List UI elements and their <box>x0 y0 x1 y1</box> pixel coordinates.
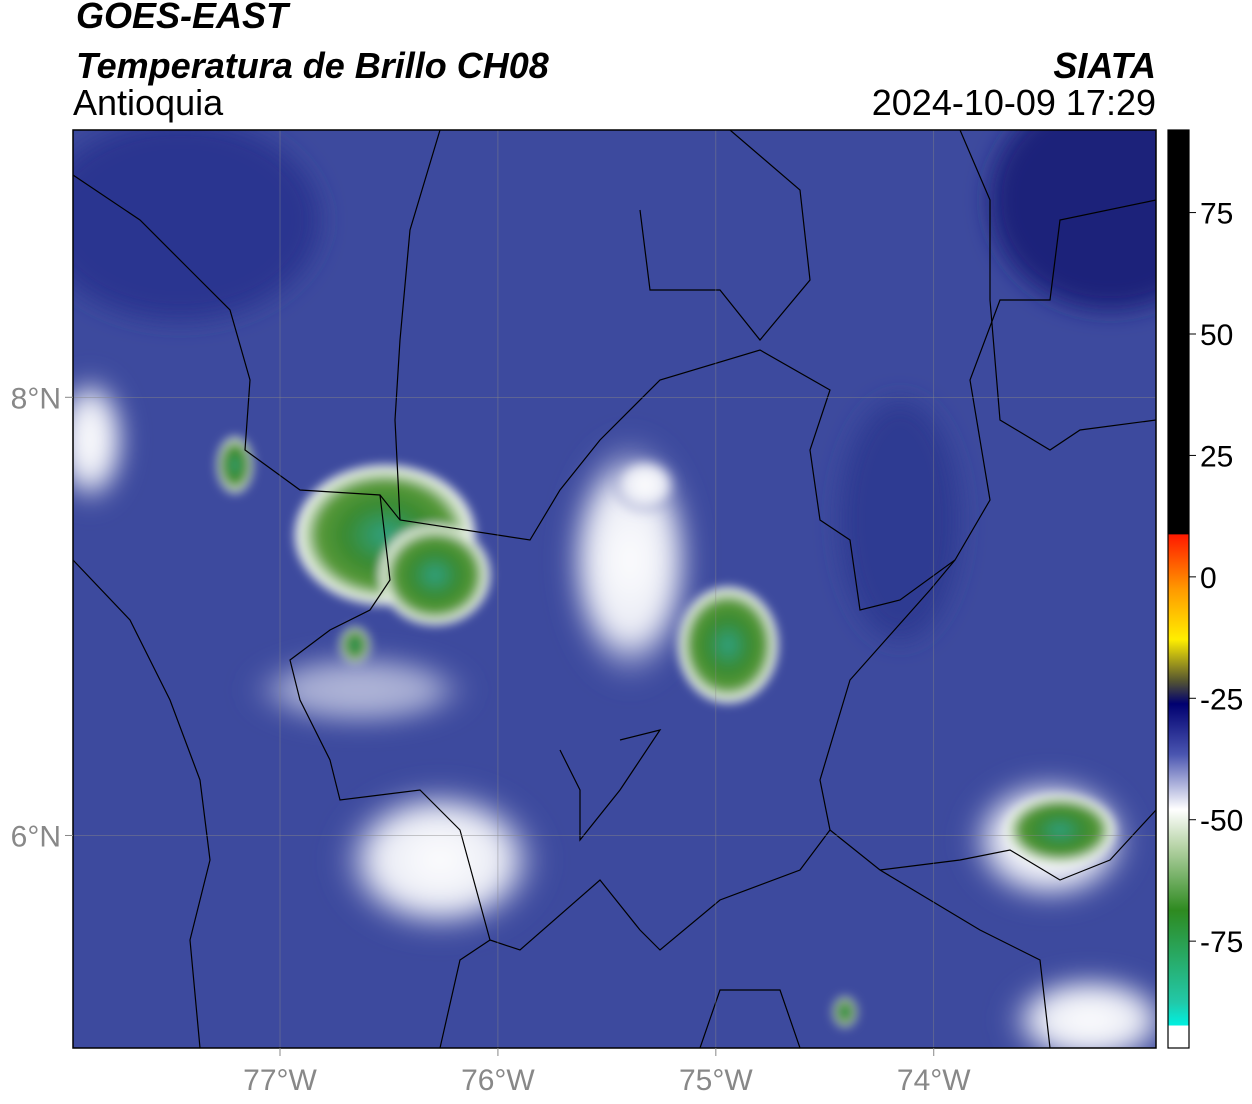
title: GOES-EAST <box>76 0 291 36</box>
datetime: 2024-10-09 17:29 <box>872 82 1156 123</box>
source: SIATA <box>1053 45 1156 86</box>
colorbar-tick-label: 25 <box>1200 440 1233 473</box>
x-tick-label: 77°W <box>243 1064 317 1097</box>
subtitle: Temperatura de Brillo CH08 <box>76 45 549 86</box>
x-tick-label: 75°W <box>679 1064 753 1097</box>
colorbar-tick-label: -25 <box>1200 683 1243 716</box>
region: Antioquia <box>73 82 224 123</box>
x-tick-label: 76°W <box>461 1064 535 1097</box>
colorbar-tick-label: -50 <box>1200 805 1243 838</box>
map-image <box>73 130 1156 1048</box>
y-tick-label: 6°N <box>11 820 61 853</box>
borders <box>73 130 1156 1048</box>
grid <box>73 130 1156 1048</box>
map-frame <box>72 129 1157 1049</box>
y-tick-label: 8°N <box>11 382 61 415</box>
colorbar-tick-label: 75 <box>1200 198 1233 231</box>
x-tick-label: 74°W <box>897 1064 971 1097</box>
colorbar <box>1167 129 1190 1049</box>
colorbar-tick-label: -75 <box>1200 926 1243 959</box>
colorbar-tick-label: 50 <box>1200 319 1233 352</box>
colorbar-tick-label: 0 <box>1200 562 1217 595</box>
